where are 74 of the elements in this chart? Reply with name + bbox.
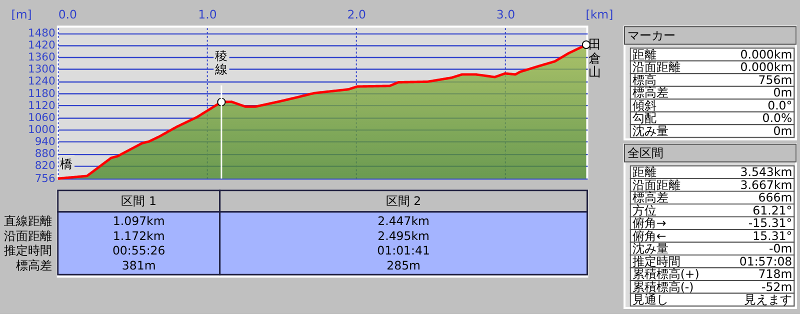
x-tick-label: 1.0 xyxy=(198,7,217,22)
y-tick-label: 1240 xyxy=(28,74,56,88)
y-tick-label: 1180 xyxy=(28,86,56,100)
text: 直線距離 xyxy=(4,214,52,228)
text: 0.0% xyxy=(762,111,792,126)
y-tick-label: 1120 xyxy=(28,98,56,112)
category-label: 区間 1 xyxy=(121,194,156,208)
annotation: 田倉山 xyxy=(588,38,602,80)
x-axis-title: [km] xyxy=(586,7,614,22)
category-label: 区間 2 xyxy=(386,194,422,208)
text: 勾配 xyxy=(632,111,656,126)
text: 方位 xyxy=(632,203,656,218)
text: 01:01:41 xyxy=(377,244,430,258)
y-tick-label: 1360 xyxy=(28,50,56,64)
y-tick-label: 1060 xyxy=(28,110,56,124)
text: 全区間 xyxy=(627,146,664,160)
ref-line-label: 稜線 xyxy=(214,48,228,78)
text: 3.667km xyxy=(740,178,792,192)
text: 2.447km xyxy=(378,214,430,228)
text: 2.495km xyxy=(378,228,430,243)
annotation: 橋 xyxy=(60,156,74,172)
text: 標高差 xyxy=(632,86,668,100)
y-tick-label: 820 xyxy=(34,159,56,172)
text: 0m xyxy=(773,86,792,100)
text: 718m xyxy=(758,267,792,282)
y-tick-label: 1480 xyxy=(28,26,56,40)
text: 標高差 xyxy=(16,258,52,272)
text: 累積標高(-) xyxy=(632,280,694,294)
text: 61.21° xyxy=(752,203,792,218)
text: 15.31° xyxy=(752,228,792,243)
x-tick-label: 2.0 xyxy=(347,7,366,22)
text: 見通し xyxy=(632,292,668,307)
text: 1.172km xyxy=(112,228,165,243)
y-tick-label: 880 xyxy=(34,147,56,160)
text: 傾斜 xyxy=(632,98,656,112)
text: 0.000km xyxy=(740,60,792,74)
text: 3.543km xyxy=(740,165,792,180)
y-tick-label: 1300 xyxy=(28,62,56,76)
text: 沈み量 xyxy=(632,242,668,256)
text: -15.31° xyxy=(748,216,792,230)
y-tick-label: 1000 xyxy=(28,122,56,136)
text: 0.000km xyxy=(740,47,792,62)
text: 00:55:26 xyxy=(112,244,166,258)
text: 推定時間 xyxy=(632,254,680,268)
text: 756m xyxy=(758,72,792,87)
text: 見えます xyxy=(744,292,792,307)
text: 推定時間 xyxy=(4,244,52,258)
text: 沿面距離 xyxy=(4,228,52,243)
y-axis-title: [m] xyxy=(11,7,32,22)
text: 距離 xyxy=(632,47,656,62)
text: 標高 xyxy=(632,72,656,87)
text: 沿面距離 xyxy=(632,60,680,74)
text: 1.097km xyxy=(112,214,165,228)
text: 0m xyxy=(773,124,792,138)
text: 標高差 xyxy=(632,190,668,205)
y-tick-label: 940 xyxy=(34,135,56,148)
text: 累積標高(+) xyxy=(632,267,700,282)
text: 沈み量 xyxy=(632,124,668,138)
y-tick-label: 756 xyxy=(34,172,56,185)
text: 0.0° xyxy=(768,98,792,112)
text: 俯角← xyxy=(632,228,666,243)
x-tick-label: 0.0 xyxy=(58,7,78,22)
x-tick-label: 3.0 xyxy=(496,7,516,22)
text: 俯角→ xyxy=(632,216,666,230)
text: 01:57:08 xyxy=(739,254,792,268)
text: -52m xyxy=(762,280,792,294)
text: マーカー xyxy=(627,28,676,42)
text: 381m xyxy=(122,258,156,272)
y-tick-label: 1420 xyxy=(28,38,56,52)
text: -0m xyxy=(768,242,792,256)
text: 666m xyxy=(758,190,792,205)
text: 285m xyxy=(386,258,420,272)
text: 沿面距離 xyxy=(632,178,680,192)
text: 距離 xyxy=(632,165,656,180)
